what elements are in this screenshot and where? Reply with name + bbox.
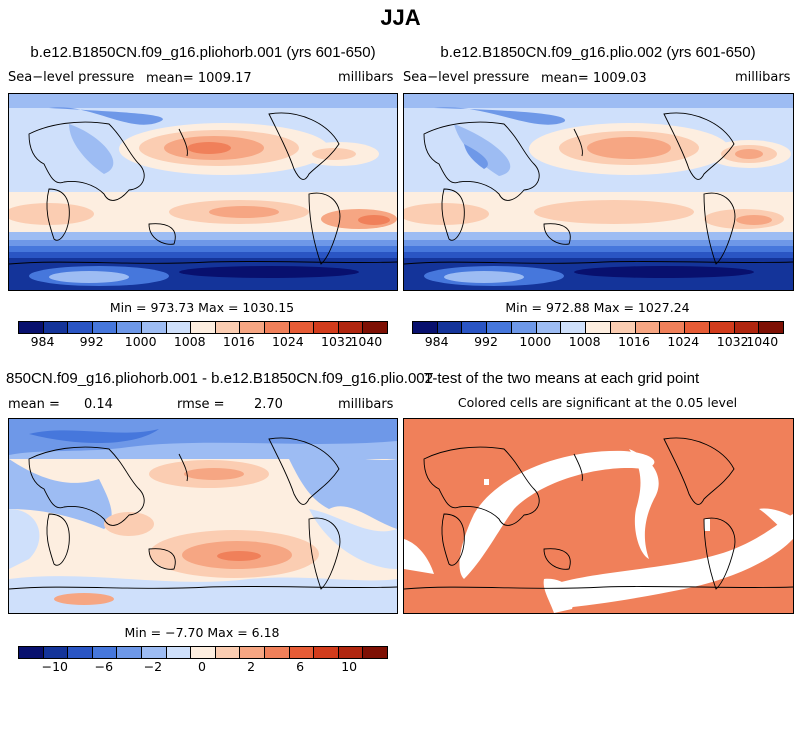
colorbar-tick-label: 10 — [341, 659, 358, 674]
colorbar-swatch — [166, 647, 192, 658]
colorbar-tick-label: 1032 — [321, 334, 353, 349]
colorbar-swatch — [610, 322, 636, 333]
colorbar-swatch — [586, 322, 611, 333]
colorbar-swatch — [215, 322, 241, 333]
panel2-minmax: Min = 972.88 Max = 1027.24 — [505, 300, 690, 315]
panel2-map — [403, 93, 794, 291]
colorbar-tick-label: 1016 — [618, 334, 650, 349]
panel4-title: T-test of the two means at each grid poi… — [424, 370, 700, 387]
colorbar-swatch — [92, 322, 118, 333]
colorbar-tick-label: 992 — [474, 334, 498, 349]
colorbar-tick-label: 6 — [296, 659, 305, 674]
colorbar-swatch — [462, 322, 488, 333]
colorbar-tick-label: −2 — [143, 659, 163, 674]
panel3-map — [8, 418, 398, 614]
colorbar-tick-label: 984 — [424, 334, 449, 349]
colorbar-swatch — [487, 322, 512, 333]
colorbar-tick-label: −6 — [94, 659, 114, 674]
colorbar-swatch — [413, 322, 438, 333]
panel3-units-label: millibars — [338, 397, 394, 412]
panel1-title: b.e12.B1850CN.f09_g16.pliohorb.001 (yrs … — [30, 44, 376, 61]
colorbar-swatch — [117, 322, 142, 333]
colorbar-tick-label: 992 — [79, 334, 104, 349]
colorbar-swatch — [536, 322, 562, 333]
colorbar-tick-label: 1008 — [568, 334, 601, 349]
panel3-mean-label: mean = — [8, 397, 60, 412]
panel4-subtitle: Colored cells are significant at the 0.0… — [457, 395, 738, 410]
colorbar-swatch — [166, 322, 192, 333]
colorbar-tick-label: 1008 — [173, 334, 206, 349]
panel2-units-label: millibars — [735, 70, 791, 85]
colorbar-swatch — [314, 322, 339, 333]
colorbar-swatch — [363, 647, 387, 658]
colorbar-swatch — [709, 322, 735, 333]
colorbar-swatch — [215, 647, 241, 658]
colorbar-tick-label: 2 — [247, 659, 256, 674]
panel1-units-label: millibars — [338, 70, 394, 85]
colorbar-swatch — [43, 647, 69, 658]
colorbar-tick-label: 1016 — [222, 334, 255, 349]
panel2-colorbar-ticks: 984 992 1000 1008 1016 1024 1032 1040 — [412, 334, 782, 350]
colorbar-tick-label: 1000 — [124, 334, 157, 349]
colorbar-swatch — [19, 322, 44, 333]
panel3-minmax: Min = −7.70 Max = 6.18 — [124, 625, 280, 640]
colorbar-swatch — [289, 647, 315, 658]
colorbar-swatch — [264, 647, 290, 658]
colorbar-swatch — [191, 647, 216, 658]
panel1-colorbar-ticks: 984 992 1000 1008 1016 1024 1032 1040 — [18, 334, 386, 350]
colorbar-swatch — [734, 322, 760, 333]
colorbar-swatch — [68, 647, 93, 658]
colorbar-swatch — [92, 647, 118, 658]
colorbar-tick-label: 1040 — [350, 334, 383, 349]
panel1-colorbar — [18, 321, 388, 334]
colorbar-tick-label: 1040 — [746, 334, 779, 349]
colorbar-swatch — [561, 322, 587, 333]
figure-title: JJA — [380, 5, 421, 30]
colorbar-swatch — [117, 647, 142, 658]
colorbar-swatch — [141, 322, 167, 333]
colorbar-tick-label: 1000 — [519, 334, 552, 349]
colorbar-swatch — [685, 322, 710, 333]
colorbar-swatch — [660, 322, 686, 333]
colorbar-swatch — [68, 322, 93, 333]
colorbar-swatch — [363, 322, 387, 333]
colorbar-swatch — [19, 647, 44, 658]
panel2-title: b.e12.B1850CN.f09_g16.plio.002 (yrs 601-… — [440, 44, 756, 61]
panel1-map — [8, 93, 398, 291]
colorbar-swatch — [240, 322, 265, 333]
panel3-rmse-label: rmse = — [177, 397, 225, 412]
colorbar-tick-label: 0 — [198, 659, 206, 674]
colorbar-swatch — [759, 322, 784, 333]
colorbar-swatch — [264, 322, 290, 333]
colorbar-swatch — [338, 322, 364, 333]
colorbar-tick-label: 984 — [30, 334, 55, 349]
colorbar-tick-label: 1032 — [716, 334, 749, 349]
colorbar-swatch — [191, 322, 216, 333]
colorbar-swatch — [437, 322, 463, 333]
colorbar-swatch — [635, 322, 661, 333]
panel3-colorbar — [18, 646, 388, 659]
panel2-colorbar — [412, 321, 784, 334]
panel2-mean-label: mean= 1009.03 — [541, 71, 647, 86]
panel1-minmax: Min = 973.73 Max = 1030.15 — [109, 300, 295, 315]
colorbar-tick-label: 1024 — [271, 334, 304, 349]
panel3-rmse-value: 2.70 — [254, 397, 283, 412]
colorbar-swatch — [289, 322, 315, 333]
colorbar-tick-label: 1024 — [667, 334, 700, 349]
colorbar-swatch — [338, 647, 364, 658]
colorbar-swatch — [43, 322, 69, 333]
colorbar-tick-label: −10 — [41, 659, 68, 674]
colorbar-swatch — [314, 647, 339, 658]
panel2-variable-label: Sea−level pressure — [403, 70, 530, 85]
colorbar-swatch — [240, 647, 265, 658]
panel1-mean-label: mean= 1009.17 — [146, 71, 252, 86]
panel3-mean-value: 0.14 — [84, 397, 113, 412]
colorbar-swatch — [511, 322, 537, 333]
panel3-colorbar-ticks: −10 −6 −2 0 2 6 10 — [18, 659, 386, 675]
panel1-variable-label: Sea−level pressure — [8, 70, 135, 85]
colorbar-swatch — [141, 647, 167, 658]
panel4-map — [403, 418, 794, 614]
panel3-title: 850CN.f09_g16.pliohorb.001 - b.e12.B1850… — [6, 370, 433, 387]
